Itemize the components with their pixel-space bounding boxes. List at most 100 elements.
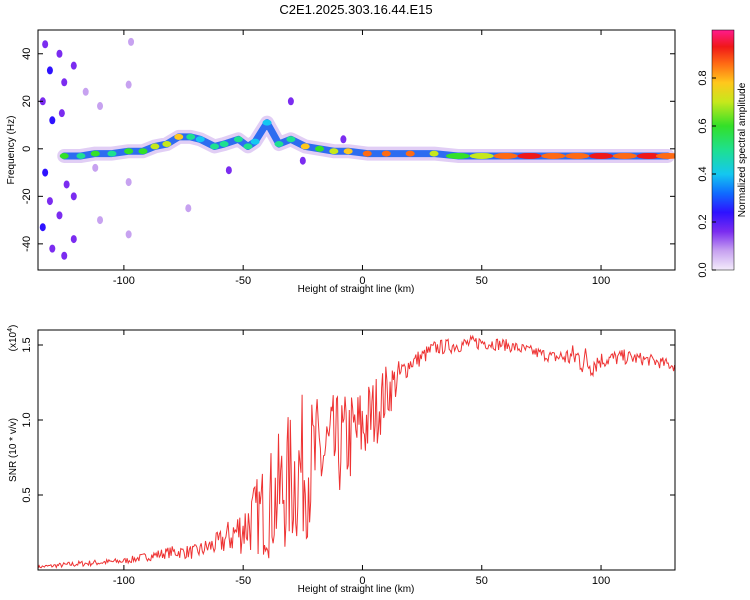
spectrogram-y-tick-label: 0 (21, 146, 33, 152)
spectrogram-x-tick-label: 50 (476, 275, 488, 287)
snr-x-tick-label: 0 (359, 575, 365, 587)
spectrum-noise-point (70, 235, 77, 244)
spectrum-noise-point (63, 180, 70, 189)
spectrum-ridge-point (469, 152, 494, 159)
spectrum-ridge-point (315, 145, 325, 152)
colorbar-tick-label: 0.0 (697, 262, 709, 277)
spectrum-noise-point (61, 251, 68, 260)
snr-x-tick-label: 100 (592, 575, 610, 587)
spectrogram-y-tick-label: -40 (21, 236, 33, 252)
spectrum-noise-point (70, 192, 77, 201)
spectrum-ridge-point (329, 148, 339, 155)
snr-y-tick-label: 1.0 (21, 412, 33, 427)
spectrum-noise-point (125, 230, 132, 239)
snr-scale-suffix: ) (8, 325, 19, 328)
spectrogram-x-tick-label: 0 (359, 275, 365, 287)
spectrogram-x-tick-label: -100 (113, 275, 135, 287)
spectrum-ridge-point (655, 152, 675, 159)
spectrum-ridge-point (107, 150, 117, 157)
spectrogram-y-tick-label: 20 (21, 95, 33, 107)
spectrum-ridge-point (233, 136, 243, 143)
spectrogram-frame (37, 29, 676, 271)
spectrum-noise-point (287, 97, 294, 106)
spectrum-noise-point (46, 66, 53, 75)
spectrum-ridge-point (262, 119, 272, 126)
spectrum-noise-point (97, 102, 104, 111)
spectrum-noise-point (49, 116, 56, 125)
snr-frame (37, 329, 676, 571)
spectrum-noise-point (128, 37, 135, 46)
figure-title: C2E1.2025.303.16.44.E15 (279, 2, 432, 17)
spectrum-ridge-point (445, 152, 470, 159)
spectrum-ridge-point (174, 133, 184, 140)
spectrum-noise-point (92, 163, 99, 172)
spectrum-ridge-point (517, 152, 542, 159)
spectrum-ridge-point (90, 150, 100, 157)
spectrum-noise-point (185, 204, 192, 213)
snr-scale-factor: (x104) (7, 325, 19, 352)
spectrum-ridge-point (381, 150, 391, 157)
spectrum-noise-point (97, 216, 104, 225)
spectrum-ridge-point (286, 136, 296, 143)
spectrum-ridge-point (362, 150, 372, 157)
spectrogram-x-tick-label: -50 (235, 275, 251, 287)
spectrum-ridge-point (636, 152, 661, 159)
spectrum-ridge-point (219, 141, 229, 148)
spectrogram-x-axis-label: Height of straight line (km) (298, 284, 415, 295)
snr-y-tick-label: 1.5 (21, 337, 33, 352)
snr-series-line (38, 334, 675, 569)
snr-x-tick-label: -100 (113, 575, 135, 587)
spectrum-ridge-point (343, 148, 353, 155)
spectrum-noise-point (42, 40, 49, 49)
colorbar-label: Normalized spectral amplitude (737, 82, 748, 217)
spectrum-ridge-point (150, 143, 160, 150)
spectrogram-y-tick-label: -20 (21, 188, 33, 204)
spectrum-ridge-point (138, 148, 148, 155)
spectrum-ridge-point (274, 141, 284, 148)
spectrum-ridge-point (124, 148, 134, 155)
colorbar-gradient (711, 29, 735, 271)
spectrum-ridge-point (250, 138, 260, 145)
spectrum-ridge-point (565, 152, 590, 159)
spectrum-noise-point (61, 78, 68, 87)
spectrum-noise-point (125, 80, 132, 89)
spectrum-ridge-point (186, 133, 196, 140)
colorbar-tick-label: 0.6 (697, 118, 709, 133)
spectrum-noise-point (46, 197, 53, 206)
snr-x-tick-label: 50 (476, 575, 488, 587)
spectrum-ridge-point (300, 143, 310, 150)
spectrum-ridge-point (210, 143, 220, 150)
spectrum-ridge-point (405, 150, 415, 157)
snr-x-tick-label: -50 (235, 575, 251, 587)
spectrum-ridge-point (243, 143, 253, 150)
spectrum-ridge-point (59, 152, 69, 159)
snr-scale-prefix: (x10 (8, 331, 19, 351)
colorbar-tick-label: 0.4 (697, 166, 709, 181)
spectrum-ridge-point (589, 152, 614, 159)
spectrogram-panel: -100 -50 0 50 100 -40 -20 0 20 40 Height of strai… (6, 29, 676, 295)
spectrum-noise-point (82, 87, 89, 96)
snr-y-tick-label: 0.5 (21, 487, 33, 502)
snr-panel: -100 -50 0 50 100 0.5 1.0 1.5 Height of straigh… (7, 325, 676, 595)
spectrum-ridge-point (195, 136, 205, 143)
snr-y-axis-label: SNR (10 * v/v) (8, 418, 19, 482)
spectrum-noise-point (39, 223, 46, 232)
spectrum-noise-point (42, 168, 49, 177)
spectrum-noise-point (299, 156, 306, 165)
spectrum-noise-point (56, 49, 63, 58)
spectrum-noise-point (225, 166, 232, 175)
spectrum-noise-point (340, 135, 347, 144)
spectrum-ridge-point (76, 152, 86, 159)
spectrum-ridge-point (429, 150, 439, 157)
spectrum-ridge-point (162, 141, 172, 148)
spectrum-noise-point (125, 178, 132, 187)
spectrogram-y-tick-label: 40 (21, 48, 33, 60)
spectrum-noise-point (56, 211, 63, 220)
snr-x-axis-label: Height of straight line (km) (298, 584, 415, 595)
colorbar: 0.0 0.2 0.4 0.6 0.8 Normalized spectral ampl… (697, 29, 748, 278)
spectrogram-y-axis-label: Frequency (Hz) (6, 116, 17, 185)
spectrum-ridge-point (493, 152, 518, 159)
spectrogram-x-tick-label: 100 (592, 275, 610, 287)
spectrum-ridge-point (541, 152, 566, 159)
